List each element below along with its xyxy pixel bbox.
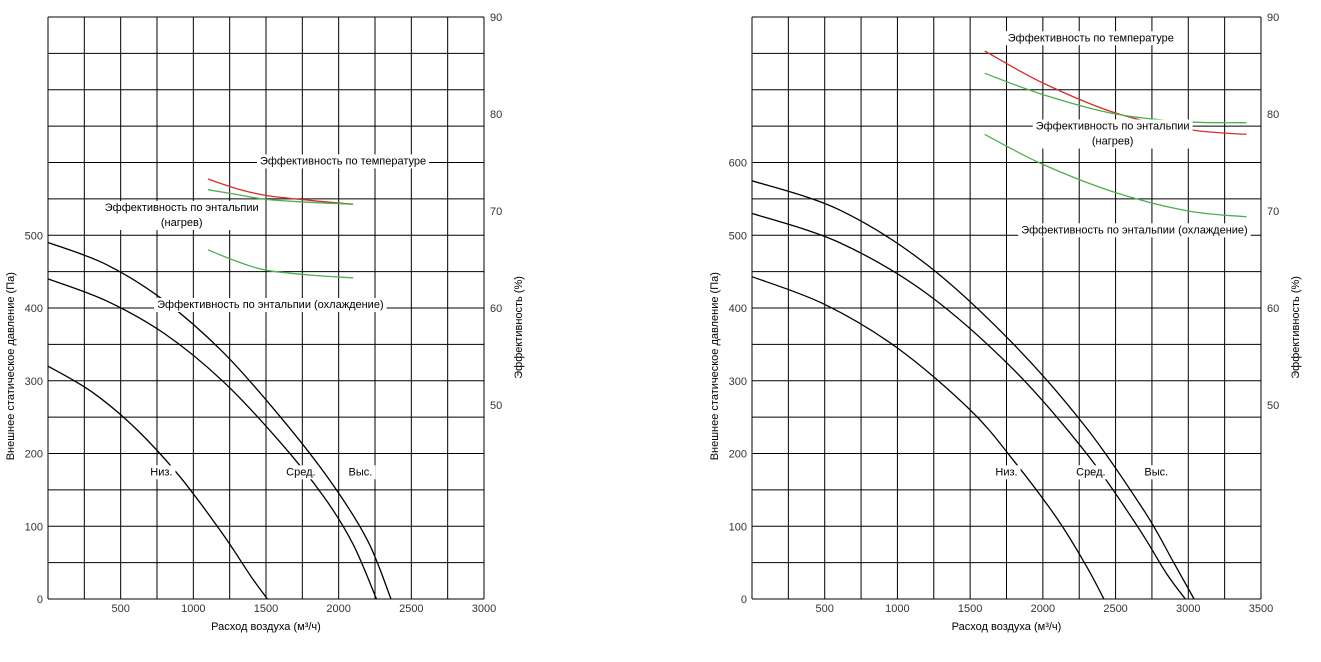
- annotation-label: Сред.: [1073, 465, 1109, 480]
- x-axis-title: Расход воздуха (м³/ч): [211, 621, 321, 633]
- y-tick-label: 200: [729, 449, 747, 461]
- y2-axis-title: Эффективность (%): [513, 276, 525, 379]
- efficiency-curve: [207, 249, 354, 279]
- x-tick-label: 1000: [181, 603, 205, 615]
- annotation-background: [1018, 223, 1251, 238]
- annotation-label: Эффективность по температуре: [1004, 31, 1177, 46]
- annotation-text: Эффективность по температуре: [260, 155, 426, 167]
- annotation-label: Эффективность по энтальпии (охлаждение): [1018, 223, 1251, 238]
- annotation-background: [992, 465, 1021, 480]
- x-tick-label: 1500: [958, 603, 982, 615]
- y-tick-label: 400: [25, 303, 43, 315]
- y2-tick-label: 80: [490, 109, 502, 121]
- y-tick-label: 500: [729, 230, 747, 242]
- efficiency-curve: [984, 50, 1247, 136]
- annotation-text: Эффективность по температуре: [1008, 32, 1174, 44]
- annotation-text: Эффективность по энтальпии (охлаждение): [157, 299, 384, 311]
- efficiency-curve: [207, 189, 354, 205]
- y-tick-label: 0: [37, 594, 43, 606]
- annotation-text: Эффективность по энтальпии: [1036, 121, 1190, 133]
- y2-axis-title: Эффективность (%): [1290, 276, 1302, 379]
- y-tick-label: 600: [729, 158, 747, 170]
- chart2: 500 1000 1500 2000 2500 3000 3500 0 100 200 300 400…: [709, 12, 1302, 633]
- annotation-label: Выс.: [1141, 465, 1172, 480]
- annotation-label: Выс.: [345, 465, 376, 480]
- chart1: 500 1000 1500 2000 2500 3000 0 100 200 300 400 500 5…: [5, 12, 525, 633]
- annotation-text: Сред.: [1076, 466, 1105, 478]
- annotation-label: Низ.: [147, 465, 176, 480]
- y-tick-label: 100: [729, 521, 747, 533]
- annotation-text: Эффективность по энтальпии (охлаждение): [1021, 224, 1248, 236]
- pressure-curve: [47, 365, 269, 600]
- x-tick-label: 2500: [399, 603, 423, 615]
- annotation-text: Сред.: [286, 466, 315, 478]
- x-axis-title: Расход воздуха (м³/ч): [952, 621, 1062, 633]
- x-tick-label: 3000: [472, 603, 496, 615]
- pressure-curve: [751, 212, 1186, 600]
- y-tick-label: 200: [25, 449, 43, 461]
- annotation-background: [101, 201, 262, 230]
- x-tick-label: 500: [816, 603, 834, 615]
- pressure-curve: [751, 276, 1105, 600]
- pressure-curve: [751, 180, 1195, 600]
- chart2-grid: [751, 16, 1262, 600]
- y2-tick-label: 50: [1267, 400, 1279, 412]
- y2-tick-label: 50: [490, 400, 502, 412]
- y-axis-title: Внешнее статическое давление (Па): [709, 272, 721, 460]
- pressure-curve: [47, 241, 392, 600]
- x-tick-label: 1000: [885, 603, 909, 615]
- x-tick-label: 500: [111, 603, 129, 615]
- y2-tick-label: 60: [1267, 303, 1279, 315]
- y-tick-label: 300: [729, 376, 747, 388]
- annotation-label: Сред.: [283, 465, 319, 480]
- annotation-text: Выс.: [1144, 466, 1168, 478]
- annotation-text: Эффективность по энтальпии: [105, 202, 259, 214]
- x-tick-label: 2000: [1031, 603, 1055, 615]
- y2-tick-label: 60: [490, 303, 502, 315]
- pressure-curve: [47, 278, 378, 600]
- y2-tick-label: 70: [1267, 206, 1279, 218]
- y-tick-label: 400: [729, 303, 747, 315]
- annotation-text: (нагрев): [1092, 136, 1134, 148]
- y2-tick-label: 90: [1267, 12, 1279, 24]
- annotation-background: [154, 298, 387, 312]
- annotation-text: Выс.: [349, 466, 373, 478]
- x-tick-label: 3500: [1249, 603, 1273, 615]
- annotation-label: Низ.: [992, 465, 1021, 480]
- annotation-label: Эффективность по энтальпии (нагрев): [101, 201, 262, 230]
- efficiency-curve: [984, 133, 1247, 218]
- y2-tick-label: 80: [1267, 109, 1279, 121]
- efficiency-curve: [984, 72, 1247, 124]
- annotation-background: [1032, 119, 1193, 149]
- y-axis-title: Внешнее статическое давление (Па): [5, 272, 17, 460]
- annotation-label: Эффективность по энтальпии (нагрев): [1032, 119, 1193, 149]
- annotation-label: Эффективность по температуре: [256, 154, 430, 169]
- annotation-background: [345, 465, 376, 480]
- annotation-text: (нагрев): [161, 217, 203, 229]
- annotation-background: [283, 465, 319, 480]
- y-tick-label: 100: [25, 521, 43, 533]
- y2-tick-label: 90: [490, 12, 502, 24]
- efficiency-curve: [207, 178, 354, 205]
- x-tick-label: 2000: [326, 603, 350, 615]
- annotation-background: [256, 154, 430, 169]
- annotation-background: [147, 465, 176, 480]
- y2-tick-label: 70: [490, 206, 502, 218]
- y-tick-label: 300: [25, 376, 43, 388]
- annotation-text: Низ.: [995, 466, 1017, 478]
- y-tick-label: 500: [25, 230, 43, 242]
- x-tick-label: 1500: [254, 603, 278, 615]
- x-tick-label: 3000: [1176, 603, 1200, 615]
- annotation-label: Эффективность по энтальпии (охлаждение): [154, 298, 387, 312]
- x-tick-label: 2500: [1103, 603, 1127, 615]
- annotation-background: [1141, 465, 1172, 480]
- annotation-background: [1004, 31, 1177, 46]
- annotation-text: Низ.: [150, 466, 172, 478]
- y-tick-label: 0: [741, 594, 747, 606]
- annotation-background: [1073, 465, 1109, 480]
